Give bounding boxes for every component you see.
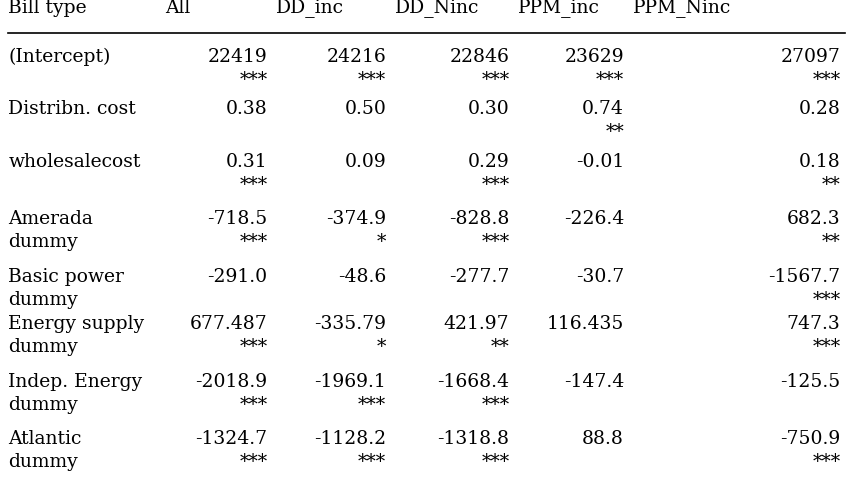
Text: dummy: dummy <box>8 453 78 471</box>
Text: 27097: 27097 <box>780 48 841 66</box>
Text: ***: *** <box>481 453 509 471</box>
Text: ***: *** <box>481 176 509 194</box>
Text: ***: *** <box>812 338 841 357</box>
Text: All: All <box>166 0 191 17</box>
Text: -2018.9: -2018.9 <box>195 373 267 391</box>
Text: 22846: 22846 <box>449 48 509 66</box>
Text: ***: *** <box>812 453 841 471</box>
Text: *: * <box>377 338 386 357</box>
Text: ***: *** <box>812 291 841 309</box>
Text: ***: *** <box>239 338 267 357</box>
Text: Energy supply: Energy supply <box>8 315 144 334</box>
Text: 23629: 23629 <box>565 48 624 66</box>
Text: 88.8: 88.8 <box>582 430 624 448</box>
Text: ***: *** <box>481 71 509 89</box>
Text: -1668.4: -1668.4 <box>437 373 509 391</box>
Text: 0.09: 0.09 <box>345 153 386 171</box>
Text: -374.9: -374.9 <box>326 210 386 228</box>
Text: DD_inc: DD_inc <box>276 0 344 17</box>
Text: 0.18: 0.18 <box>799 153 841 171</box>
Text: ***: *** <box>358 71 386 89</box>
Text: 0.28: 0.28 <box>799 100 841 119</box>
Text: 421.97: 421.97 <box>444 315 509 334</box>
Text: -48.6: -48.6 <box>338 268 386 286</box>
Text: ***: *** <box>239 176 267 194</box>
Text: 116.435: 116.435 <box>547 315 624 334</box>
Text: -147.4: -147.4 <box>564 373 624 391</box>
Text: ***: *** <box>481 396 509 414</box>
Text: dummy: dummy <box>8 396 78 414</box>
Text: -291.0: -291.0 <box>207 268 267 286</box>
Text: PPM_Ninc: PPM_Ninc <box>633 0 731 17</box>
Text: Distribn. cost: Distribn. cost <box>8 100 136 119</box>
Text: ***: *** <box>239 396 267 414</box>
Text: 0.31: 0.31 <box>226 153 267 171</box>
Text: ***: *** <box>239 453 267 471</box>
Text: -0.01: -0.01 <box>576 153 624 171</box>
Text: *: * <box>377 233 386 251</box>
Text: 677.487: 677.487 <box>189 315 267 334</box>
Text: -335.79: -335.79 <box>314 315 386 334</box>
Text: -226.4: -226.4 <box>564 210 624 228</box>
Text: (Intercept): (Intercept) <box>8 48 111 66</box>
Text: **: ** <box>822 176 841 194</box>
Text: **: ** <box>822 233 841 251</box>
Text: -1318.8: -1318.8 <box>437 430 509 448</box>
Text: DD_Ninc: DD_Ninc <box>395 0 479 17</box>
Text: dummy: dummy <box>8 338 78 357</box>
Text: -30.7: -30.7 <box>576 268 624 286</box>
Text: -750.9: -750.9 <box>780 430 841 448</box>
Text: ***: *** <box>596 71 624 89</box>
Text: Atlantic: Atlantic <box>8 430 82 448</box>
Text: 0.74: 0.74 <box>582 100 624 119</box>
Text: 22419: 22419 <box>208 48 267 66</box>
Text: -125.5: -125.5 <box>780 373 841 391</box>
Text: ***: *** <box>812 71 841 89</box>
Text: -718.5: -718.5 <box>207 210 267 228</box>
Text: **: ** <box>605 123 624 141</box>
Text: Bill type: Bill type <box>8 0 87 17</box>
Text: 0.50: 0.50 <box>345 100 386 119</box>
Text: wholesalecost: wholesalecost <box>8 153 141 171</box>
Text: Indep. Energy: Indep. Energy <box>8 373 143 391</box>
Text: 682.3: 682.3 <box>787 210 841 228</box>
Text: 0.38: 0.38 <box>226 100 267 119</box>
Text: 24216: 24216 <box>327 48 386 66</box>
Text: Amerada: Amerada <box>8 210 93 228</box>
Text: PPM_inc: PPM_inc <box>518 0 599 17</box>
Text: -1567.7: -1567.7 <box>768 268 841 286</box>
Text: -828.8: -828.8 <box>449 210 509 228</box>
Text: 747.3: 747.3 <box>787 315 841 334</box>
Text: Basic power: Basic power <box>8 268 124 286</box>
Text: ***: *** <box>358 453 386 471</box>
Text: ***: *** <box>481 233 509 251</box>
Text: dummy: dummy <box>8 233 78 251</box>
Text: **: ** <box>491 338 509 357</box>
Text: dummy: dummy <box>8 291 78 309</box>
Text: ***: *** <box>239 71 267 89</box>
Text: 0.29: 0.29 <box>468 153 509 171</box>
Text: -1969.1: -1969.1 <box>314 373 386 391</box>
Text: -277.7: -277.7 <box>449 268 509 286</box>
Text: ***: *** <box>239 233 267 251</box>
Text: 0.30: 0.30 <box>468 100 509 119</box>
Text: -1324.7: -1324.7 <box>195 430 267 448</box>
Text: -1128.2: -1128.2 <box>314 430 386 448</box>
Text: ***: *** <box>358 396 386 414</box>
